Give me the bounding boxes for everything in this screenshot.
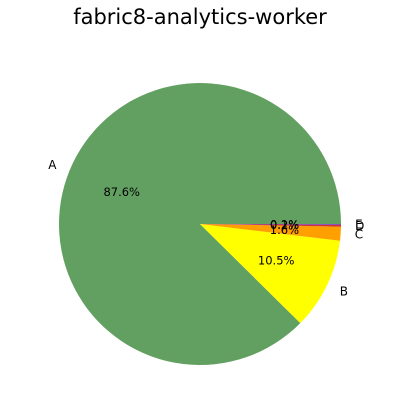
pct-label-a: 87.6% <box>103 185 140 199</box>
pie-slice-a <box>58 82 341 365</box>
pie-slice-e <box>200 224 342 225</box>
pie-slice-d <box>200 224 341 227</box>
pie-labels: A 87.6% B 10.5% C 1.6% D 0.2% E 0.1% <box>48 158 364 298</box>
pct-label-c: 1.6% <box>270 223 299 237</box>
slice-label-d: D <box>355 219 364 233</box>
pct-label-e: 0.1% <box>270 217 299 231</box>
pie-slice-b <box>200 224 340 324</box>
chart-title: fabric8-analytics-worker <box>73 5 327 29</box>
slice-label-c: C <box>355 228 363 242</box>
pct-label-d: 0.2% <box>270 218 299 232</box>
slice-label-b: B <box>340 284 348 298</box>
slice-label-a: A <box>48 158 57 172</box>
pie-slice-c <box>200 224 341 241</box>
slice-label-e: E <box>355 217 363 231</box>
pie-slices <box>58 82 342 365</box>
pct-label-b: 10.5% <box>258 254 295 268</box>
